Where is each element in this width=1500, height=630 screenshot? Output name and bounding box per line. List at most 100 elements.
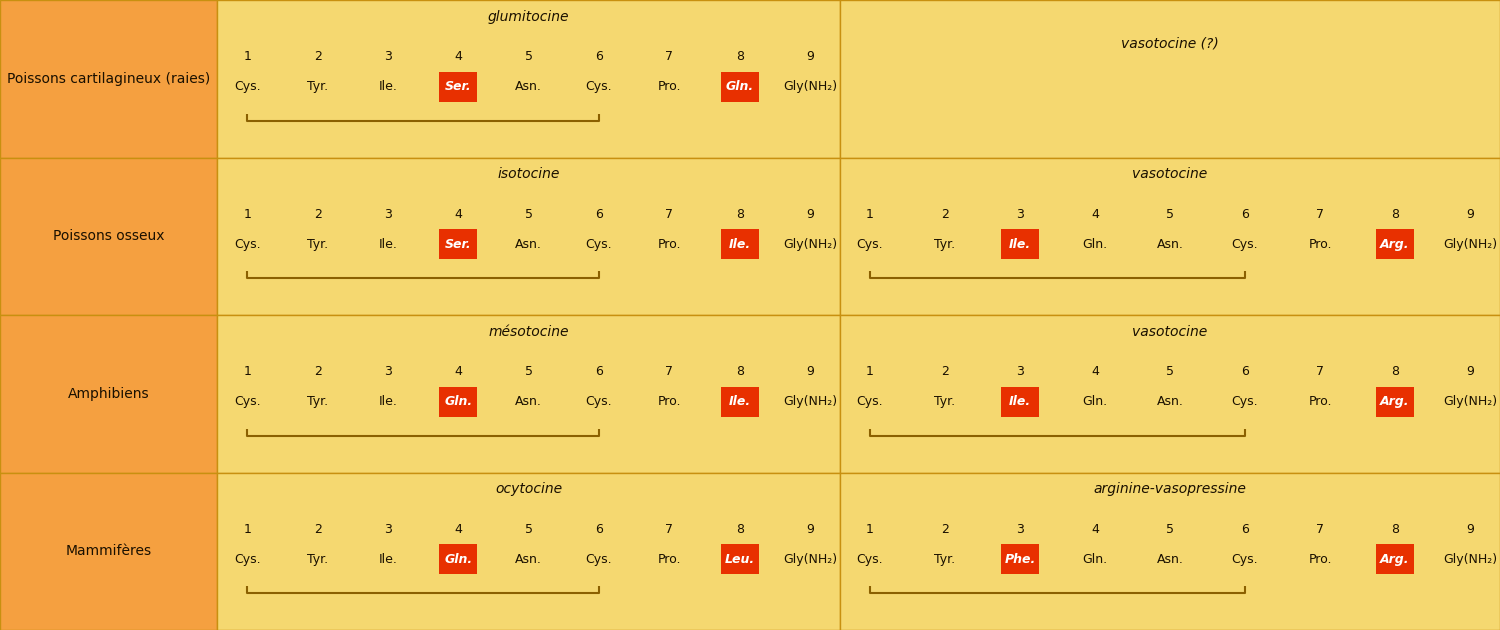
Text: 1: 1: [865, 523, 874, 536]
FancyBboxPatch shape: [720, 72, 759, 102]
Text: Asn.: Asn.: [516, 395, 542, 408]
Text: 8: 8: [1390, 365, 1400, 378]
Text: Tyr.: Tyr.: [308, 80, 328, 93]
Text: 9: 9: [1466, 365, 1474, 378]
Text: 4: 4: [454, 208, 462, 220]
Text: Gly(NH₂): Gly(NH₂): [1443, 238, 1497, 251]
FancyBboxPatch shape: [1376, 544, 1414, 575]
FancyBboxPatch shape: [720, 387, 759, 417]
Text: Cys.: Cys.: [856, 395, 883, 408]
Text: glumitocine: glumitocine: [488, 9, 570, 24]
FancyBboxPatch shape: [1376, 229, 1414, 260]
Text: Arg.: Arg.: [1380, 395, 1410, 408]
Text: vasotocine (?): vasotocine (?): [1120, 37, 1220, 51]
Text: Ile.: Ile.: [378, 80, 398, 93]
Text: Cys.: Cys.: [585, 553, 612, 566]
Text: 6: 6: [1240, 523, 1250, 536]
Text: 8: 8: [1390, 523, 1400, 536]
Text: Gln.: Gln.: [444, 553, 472, 566]
Text: Poissons osseux: Poissons osseux: [53, 229, 165, 243]
FancyBboxPatch shape: [440, 387, 477, 417]
Bar: [840, 0, 1500, 158]
Text: 3: 3: [384, 50, 392, 63]
Text: Gln.: Gln.: [1083, 395, 1107, 408]
Text: Cys.: Cys.: [234, 553, 261, 566]
Bar: [840, 315, 1500, 472]
Text: 2: 2: [314, 50, 321, 63]
Text: Tyr.: Tyr.: [308, 395, 328, 408]
Text: Cys.: Cys.: [856, 238, 883, 251]
Text: 9: 9: [806, 50, 814, 63]
Text: Gln.: Gln.: [726, 80, 753, 93]
Bar: [217, 0, 840, 158]
FancyBboxPatch shape: [440, 229, 477, 260]
Text: Asn.: Asn.: [1156, 553, 1184, 566]
Text: 4: 4: [454, 50, 462, 63]
Text: 3: 3: [384, 208, 392, 220]
Text: 7: 7: [666, 208, 674, 220]
Text: Tyr.: Tyr.: [308, 553, 328, 566]
Text: Tyr.: Tyr.: [308, 238, 328, 251]
FancyBboxPatch shape: [440, 544, 477, 575]
Text: Arg.: Arg.: [1380, 553, 1410, 566]
Text: 2: 2: [940, 523, 950, 536]
Text: vasotocine: vasotocine: [1132, 324, 1208, 339]
Text: Cys.: Cys.: [1232, 553, 1258, 566]
Text: 5: 5: [525, 523, 532, 536]
Text: 9: 9: [806, 365, 814, 378]
FancyBboxPatch shape: [720, 229, 759, 260]
Text: vasotocine: vasotocine: [1132, 167, 1208, 181]
Text: Cys.: Cys.: [856, 553, 883, 566]
Text: 8: 8: [735, 208, 744, 220]
Bar: [217, 158, 840, 315]
Text: Cys.: Cys.: [234, 395, 261, 408]
Text: 8: 8: [735, 523, 744, 536]
Text: Ser.: Ser.: [446, 80, 471, 93]
Text: Mammifères: Mammifères: [66, 544, 152, 558]
Text: Phe.: Phe.: [1005, 553, 1035, 566]
Text: 2: 2: [314, 208, 321, 220]
Text: 5: 5: [1166, 365, 1174, 378]
Text: Asn.: Asn.: [516, 238, 542, 251]
Text: Gln.: Gln.: [1083, 238, 1107, 251]
Text: 1: 1: [243, 208, 252, 220]
Text: Asn.: Asn.: [1156, 395, 1184, 408]
Text: 4: 4: [1090, 365, 1100, 378]
Text: Pro.: Pro.: [1308, 553, 1332, 566]
Text: Ser.: Ser.: [446, 238, 471, 251]
Text: Cys.: Cys.: [585, 80, 612, 93]
Text: Gln.: Gln.: [1083, 553, 1107, 566]
Text: Ile.: Ile.: [378, 238, 398, 251]
FancyBboxPatch shape: [1000, 387, 1039, 417]
Text: 8: 8: [735, 365, 744, 378]
Text: Arg.: Arg.: [1380, 238, 1410, 251]
Text: Cys.: Cys.: [585, 238, 612, 251]
Text: Ile.: Ile.: [729, 395, 750, 408]
Text: Ile.: Ile.: [378, 553, 398, 566]
Bar: [840, 472, 1500, 630]
FancyBboxPatch shape: [1376, 387, 1414, 417]
Text: 2: 2: [314, 365, 321, 378]
FancyBboxPatch shape: [720, 544, 759, 575]
Text: mésotocine: mésotocine: [489, 324, 568, 339]
Text: 9: 9: [1466, 208, 1474, 220]
Bar: [840, 158, 1500, 315]
Text: Tyr.: Tyr.: [934, 395, 956, 408]
Bar: [217, 472, 840, 630]
Text: Gly(NH₂): Gly(NH₂): [783, 553, 837, 566]
Text: 3: 3: [1016, 365, 1025, 378]
Text: 5: 5: [525, 208, 532, 220]
Text: Cys.: Cys.: [1232, 238, 1258, 251]
Text: Poissons cartilagineux (raies): Poissons cartilagineux (raies): [8, 72, 210, 86]
Text: Gly(NH₂): Gly(NH₂): [783, 80, 837, 93]
Text: 6: 6: [596, 365, 603, 378]
Text: ocytocine: ocytocine: [495, 482, 562, 496]
Text: Ile.: Ile.: [378, 395, 398, 408]
Text: 3: 3: [1016, 523, 1025, 536]
Text: 6: 6: [596, 50, 603, 63]
Text: 9: 9: [806, 208, 814, 220]
Text: Cys.: Cys.: [234, 238, 261, 251]
Bar: [217, 315, 840, 472]
Bar: [0, 472, 217, 630]
Text: Pro.: Pro.: [1308, 395, 1332, 408]
